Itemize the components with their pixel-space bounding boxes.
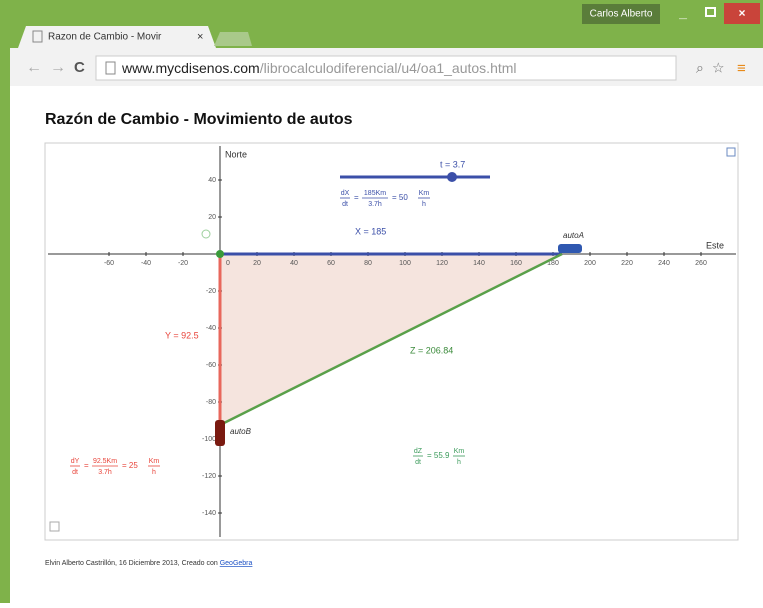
menu[interactable]: ≡ [737, 60, 746, 77]
x-length-label: X = 185 [355, 226, 386, 236]
forward[interactable]: → [50, 59, 66, 76]
tab-icon [32, 30, 43, 43]
y-tick-label: 40 [208, 177, 216, 184]
y-tick-label: -120 [202, 473, 216, 480]
x-tick-label: 0 [226, 260, 230, 267]
x-tick-label: -60 [104, 260, 114, 267]
result: = 55.9 [427, 451, 450, 460]
url-domain: www.mycdisenos.com [121, 60, 260, 76]
x-tick-label: 100 [399, 260, 411, 267]
applet-frame [44, 142, 739, 541]
back[interactable]: ← [26, 59, 42, 76]
url-path: /librocalculodiferencial/u4/oa1_autos.ht… [260, 60, 517, 76]
y-tick-label: -40 [206, 325, 216, 332]
y-tick-label: -60 [206, 362, 216, 369]
star[interactable]: ☆ [712, 60, 725, 76]
footer: Elvin Alberto Castrillón, 16 Diciembre 2… [45, 560, 253, 567]
fraction-num: Km [454, 448, 465, 455]
fraction-num: 92.5Km [93, 458, 117, 465]
z-length-label: Z = 206.84 [410, 345, 453, 355]
footer-link[interactable]: GeoGebra [220, 560, 253, 567]
fraction-num: dX [341, 190, 350, 197]
fraction-den: dt [415, 459, 421, 466]
new-tab[interactable] [214, 32, 252, 46]
applet-menu-icon [726, 147, 736, 157]
page-icon [105, 61, 116, 75]
origin-point [216, 250, 224, 258]
fraction-num: 185Km [364, 190, 386, 197]
y-tick-label: -140 [202, 510, 216, 517]
url: www.mycdisenos.com/librocalculodiferenci… [121, 60, 517, 76]
segment-z [219, 252, 563, 427]
fraction-den: h [152, 469, 156, 476]
y-length-label: Y = 92.5 [165, 330, 199, 340]
x-tick-label: -20 [178, 260, 188, 267]
x-tick-label: -40 [141, 260, 151, 267]
page-title: Razón de Cambio - Movimiento de autos [45, 111, 353, 128]
x-tick-label: 80 [364, 260, 372, 267]
result: = 50 [392, 193, 408, 202]
tab-title: Razon de Cambio - Movir [48, 32, 162, 43]
x-tick-label: 20 [253, 260, 261, 267]
tab[interactable] [18, 26, 216, 48]
x-tick-label: 220 [621, 260, 633, 267]
car-b [215, 420, 225, 446]
reload[interactable]: C [74, 59, 85, 76]
equals: = [84, 461, 89, 470]
fraction-num: dY [71, 458, 80, 465]
fraction-den: 3.7h [98, 469, 112, 476]
zoom-icon[interactable]: ⌕ [696, 60, 704, 76]
fraction-den: dt [342, 201, 348, 208]
minimize[interactable]: _ [678, 5, 687, 21]
address-bar[interactable] [95, 55, 677, 81]
y-tick-label: -20 [206, 288, 216, 295]
car-b-label: autoB [230, 427, 252, 436]
footer-text: Elvin Alberto Castrillón, 16 Diciembre 2… [45, 560, 218, 567]
fraction-den: 3.7h [368, 201, 382, 208]
x-tick-label: 140 [473, 260, 485, 267]
maximize[interactable] [705, 7, 716, 17]
x-tick-label: 160 [510, 260, 522, 267]
x-tick-label: 40 [290, 260, 298, 267]
equals: = [354, 193, 359, 202]
geogebra-plot: -60 -40 -20 0 20 40 60 80 100 120 140 160 180 200 220 2… [48, 146, 736, 537]
fraction-num: Km [419, 190, 430, 197]
y-tick-label: -100 [202, 436, 216, 443]
fraction-num: dZ [414, 448, 423, 455]
slider-knob [447, 172, 457, 182]
x-tick-label: 260 [695, 260, 707, 267]
x-tick-label: 200 [584, 260, 596, 267]
fraction-den: h [422, 201, 426, 208]
tab-close[interactable]: × [197, 31, 203, 43]
fraction-num: Km [149, 458, 160, 465]
car-a-label: autoA [563, 231, 584, 240]
x-axis-label: Este [706, 240, 724, 250]
fraction-den: h [457, 459, 461, 466]
close-icon: × [738, 6, 745, 20]
y-axis-label: Norte [225, 149, 247, 159]
ghost-point [201, 229, 211, 239]
applet-play-icon [49, 521, 60, 532]
car-a [558, 244, 582, 253]
user-name: Carlos Alberto [590, 9, 653, 20]
y-tick-label: -80 [206, 399, 216, 406]
x-tick-label: 180 [547, 260, 559, 267]
slider-label: t = 3.7 [440, 159, 465, 169]
x-tick-label: 60 [327, 260, 335, 267]
x-tick-label: 120 [436, 260, 448, 267]
fraction-den: dt [72, 469, 78, 476]
y-tick-label: 20 [208, 214, 216, 221]
close-button[interactable] [724, 3, 760, 24]
result: = 25 [122, 461, 138, 470]
user-badge[interactable] [582, 4, 660, 24]
x-tick-label: 240 [658, 260, 670, 267]
